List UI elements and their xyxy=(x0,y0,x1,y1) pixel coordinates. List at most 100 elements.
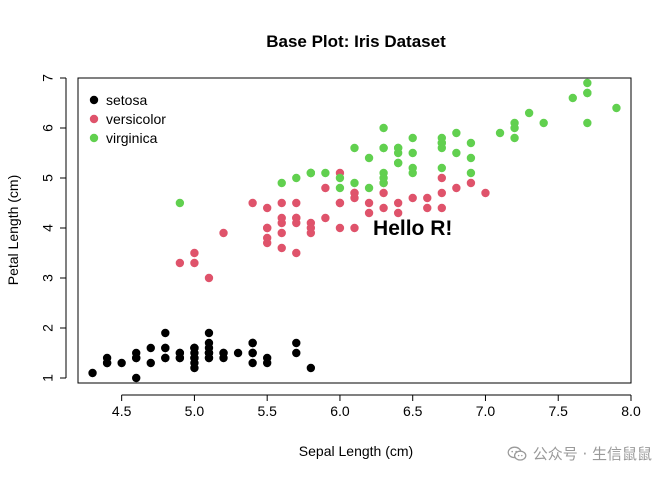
plot-frame xyxy=(77,77,632,384)
point-versicolor xyxy=(321,213,330,223)
y-axis: 1 2 3 4 5 6 7 xyxy=(40,74,67,382)
point-virginica xyxy=(612,103,621,113)
point-setosa xyxy=(292,348,301,358)
point-setosa xyxy=(204,343,214,353)
legend: setosa versicolor virginica xyxy=(89,92,166,146)
point-virginica xyxy=(364,183,374,193)
point-virginica xyxy=(379,143,388,153)
point-setosa xyxy=(248,338,257,348)
point-virginica xyxy=(495,128,505,138)
point-virginica xyxy=(568,93,577,103)
point-virginica xyxy=(335,173,345,183)
x-tick-label: 7.0 xyxy=(476,403,496,419)
point-setosa xyxy=(219,348,228,358)
point-virginica xyxy=(393,158,403,168)
point-virginica xyxy=(408,133,417,143)
point-versicolor xyxy=(335,198,345,208)
point-virginica xyxy=(306,168,316,178)
point-setosa xyxy=(161,353,170,363)
point-virginica xyxy=(437,138,447,148)
x-tick-label: 7.5 xyxy=(549,403,569,419)
watermark: 公众号 · 生信鼠鼠 xyxy=(507,443,652,464)
point-versicolor xyxy=(466,178,476,188)
point-versicolor xyxy=(190,248,199,258)
point-versicolor xyxy=(423,203,432,213)
point-versicolor xyxy=(393,208,403,218)
x-tick-label: 6.5 xyxy=(403,403,423,419)
y-tick-label: 7 xyxy=(40,74,56,82)
y-tick-label: 2 xyxy=(40,324,56,332)
point-versicolor xyxy=(204,273,214,283)
point-virginica xyxy=(364,153,374,163)
point-versicolor xyxy=(292,218,301,228)
point-setosa xyxy=(175,353,185,363)
point-setosa xyxy=(102,358,112,368)
data-points xyxy=(88,78,621,383)
point-virginica xyxy=(510,133,519,143)
point-virginica xyxy=(350,143,359,153)
point-virginica xyxy=(335,183,345,193)
point-versicolor xyxy=(321,183,330,193)
point-versicolor xyxy=(364,208,374,218)
point-versicolor xyxy=(379,203,388,213)
point-setosa xyxy=(132,353,141,363)
legend-label-setosa: setosa xyxy=(106,92,147,108)
point-virginica xyxy=(539,118,548,128)
x-tick-label: 4.5 xyxy=(112,403,132,419)
point-versicolor xyxy=(437,173,447,183)
point-versicolor xyxy=(190,258,199,268)
point-versicolor xyxy=(277,198,286,208)
point-setosa xyxy=(146,343,155,353)
y-tick-label: 4 xyxy=(40,224,56,232)
point-setosa xyxy=(262,358,272,368)
point-setosa xyxy=(190,353,199,363)
chart-title: Base Plot: Iris Dataset xyxy=(266,32,446,51)
point-virginica xyxy=(393,148,403,158)
point-virginica xyxy=(466,153,476,163)
x-axis-label: Sepal Length (cm) xyxy=(299,443,413,459)
point-virginica xyxy=(350,178,359,188)
point-versicolor xyxy=(248,198,257,208)
point-virginica xyxy=(408,148,417,158)
point-setosa xyxy=(146,358,155,368)
point-virginica xyxy=(466,168,476,178)
point-versicolor xyxy=(262,223,272,233)
point-virginica xyxy=(583,78,592,88)
point-virginica xyxy=(452,128,461,138)
point-virginica xyxy=(437,163,447,173)
point-setosa xyxy=(117,358,126,368)
point-virginica xyxy=(292,173,301,183)
x-axis: 4.5 5.0 5.5 6.0 6.5 7.0 7.5 8.0 xyxy=(112,394,641,419)
point-setosa xyxy=(161,343,170,353)
point-versicolor xyxy=(350,193,359,203)
legend-marker-setosa xyxy=(89,95,99,105)
point-virginica xyxy=(277,178,286,188)
point-versicolor xyxy=(364,198,374,208)
point-setosa xyxy=(88,368,97,378)
y-axis-label: Petal Length (cm) xyxy=(5,175,21,286)
y-tick-label: 5 xyxy=(40,174,56,182)
point-virginica xyxy=(408,163,417,173)
point-versicolor xyxy=(335,223,345,233)
y-tick-label: 6 xyxy=(40,124,56,132)
point-setosa xyxy=(248,348,257,358)
point-versicolor xyxy=(292,198,301,208)
y-tick-label: 1 xyxy=(40,374,56,382)
point-virginica xyxy=(379,173,388,183)
legend-marker-versicolor xyxy=(89,114,99,124)
point-virginica xyxy=(379,123,388,133)
wechat-icon xyxy=(507,446,527,461)
point-virginica xyxy=(466,138,476,148)
y-tick-label: 3 xyxy=(40,274,56,282)
point-setosa xyxy=(161,328,170,338)
point-versicolor xyxy=(219,228,228,238)
point-virginica xyxy=(321,168,330,178)
annotation-text: Hello R! xyxy=(373,217,452,240)
point-versicolor xyxy=(292,248,301,258)
point-versicolor xyxy=(175,258,185,268)
point-setosa xyxy=(190,343,199,353)
point-virginica xyxy=(583,118,592,128)
point-setosa xyxy=(233,348,243,358)
x-tick-label: 6.0 xyxy=(330,403,350,419)
